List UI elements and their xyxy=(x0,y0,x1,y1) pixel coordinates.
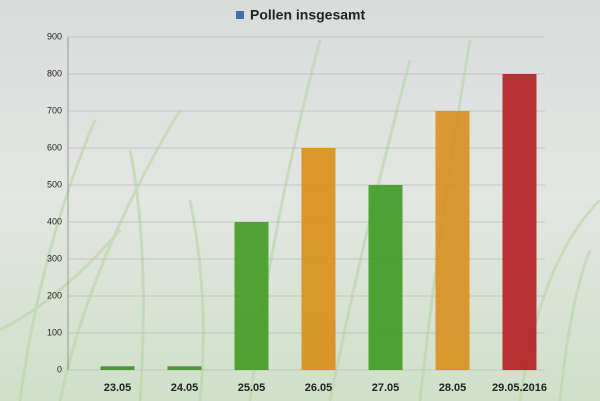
y-tick-label: 600 xyxy=(47,142,62,152)
y-tick-label: 800 xyxy=(47,68,62,78)
x-tick-label: 29.05.2016 xyxy=(492,382,547,394)
x-tick-label: 25.05 xyxy=(238,382,266,394)
x-tick-label: 26.05 xyxy=(305,382,333,394)
bar xyxy=(167,366,202,370)
y-tick-label: 500 xyxy=(47,179,62,189)
y-tick-label: 300 xyxy=(47,253,62,263)
bar xyxy=(502,74,537,370)
y-tick-label: 100 xyxy=(47,327,62,337)
y-tick-label: 900 xyxy=(47,31,62,41)
x-tick-label: 24.05 xyxy=(171,382,199,394)
bar xyxy=(435,111,470,370)
bar xyxy=(234,222,269,370)
y-tick-label: 0 xyxy=(57,364,62,374)
y-tick-label: 200 xyxy=(47,290,62,300)
x-tick-label: 27.05 xyxy=(372,382,400,394)
bar xyxy=(100,366,135,370)
x-tick-label: 28.05 xyxy=(439,382,467,394)
legend-swatch xyxy=(236,11,244,19)
bar xyxy=(368,185,403,370)
y-tick-label: 400 xyxy=(47,216,62,226)
bar xyxy=(301,148,336,370)
y-tick-label: 700 xyxy=(47,105,62,115)
legend-label: Pollen insgesamt xyxy=(250,7,365,23)
x-tick-label: 23.05 xyxy=(104,382,132,394)
